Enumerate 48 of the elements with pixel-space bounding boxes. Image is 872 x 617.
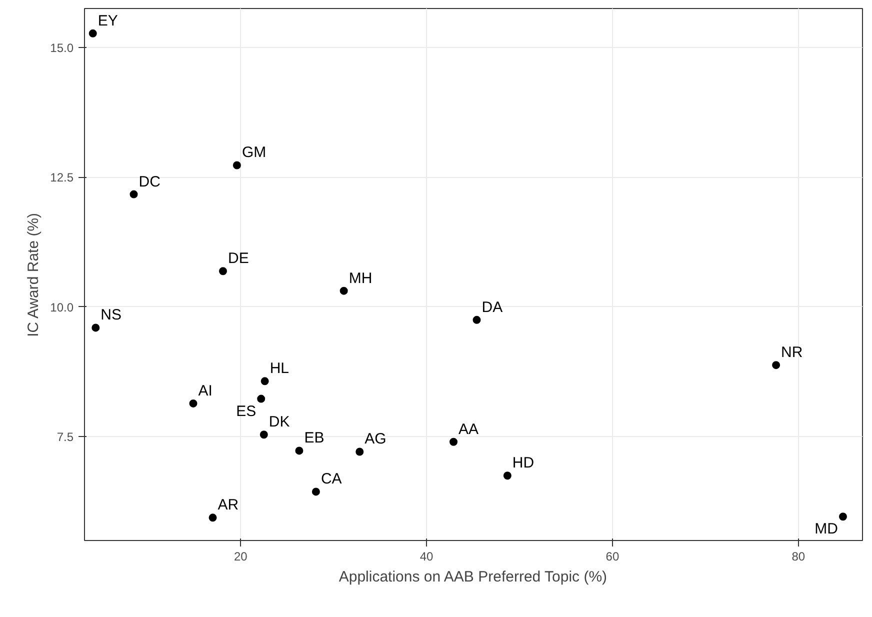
- point: [257, 394, 266, 403]
- x-tick-label: 40: [420, 550, 434, 564]
- annotation: DC: [138, 173, 161, 190]
- annotation: CA: [320, 470, 342, 488]
- annotation: AI: [198, 382, 212, 400]
- point: [260, 377, 269, 386]
- annotation: DA: [482, 298, 503, 316]
- annotation: ES: [236, 402, 256, 420]
- y-tick-label: 12.5: [50, 170, 74, 185]
- point: [189, 399, 198, 408]
- point: [772, 361, 780, 370]
- y-tick-label: 7.5: [56, 430, 74, 444]
- point: [450, 438, 458, 446]
- point: [340, 286, 348, 295]
- annotation: AG: [364, 430, 386, 448]
- point: [208, 514, 217, 522]
- point: [312, 488, 320, 496]
- y-axis-title: IC Award Rate (%): [25, 212, 42, 337]
- annotation: AA: [458, 420, 479, 438]
- annotation: NR: [781, 344, 803, 362]
- annotation: DK: [268, 414, 290, 431]
- annotation: HL: [270, 360, 290, 378]
- point: [503, 472, 512, 480]
- point: [260, 430, 268, 439]
- annotation: NS: [100, 306, 122, 324]
- annotation: MH: [348, 270, 372, 287]
- point: [356, 448, 364, 456]
- annotation: AR: [218, 496, 239, 514]
- x-tick-label: 60: [606, 550, 620, 564]
- x-tick-label: 20: [234, 550, 248, 564]
- annotation: EY: [98, 12, 118, 30]
- annotation: EB: [304, 430, 324, 447]
- x-tick-label: 80: [792, 550, 806, 564]
- point: [88, 29, 97, 38]
- annotation: DE: [228, 250, 249, 268]
- point: [838, 512, 847, 521]
- point: [295, 446, 304, 455]
- point: [130, 190, 138, 198]
- annotation: HD: [512, 454, 534, 472]
- annotation: MD: [814, 520, 838, 538]
- point: [472, 316, 481, 324]
- point: [92, 324, 100, 332]
- x-axis-title: Applications on AAB Preferred Topic (%): [338, 568, 608, 586]
- annotation: GM: [242, 144, 266, 162]
- y-tick-label: 10.0: [50, 300, 74, 314]
- point: [218, 267, 227, 276]
- y-tick-label: 15.0: [50, 40, 74, 55]
- point: [232, 161, 241, 170]
